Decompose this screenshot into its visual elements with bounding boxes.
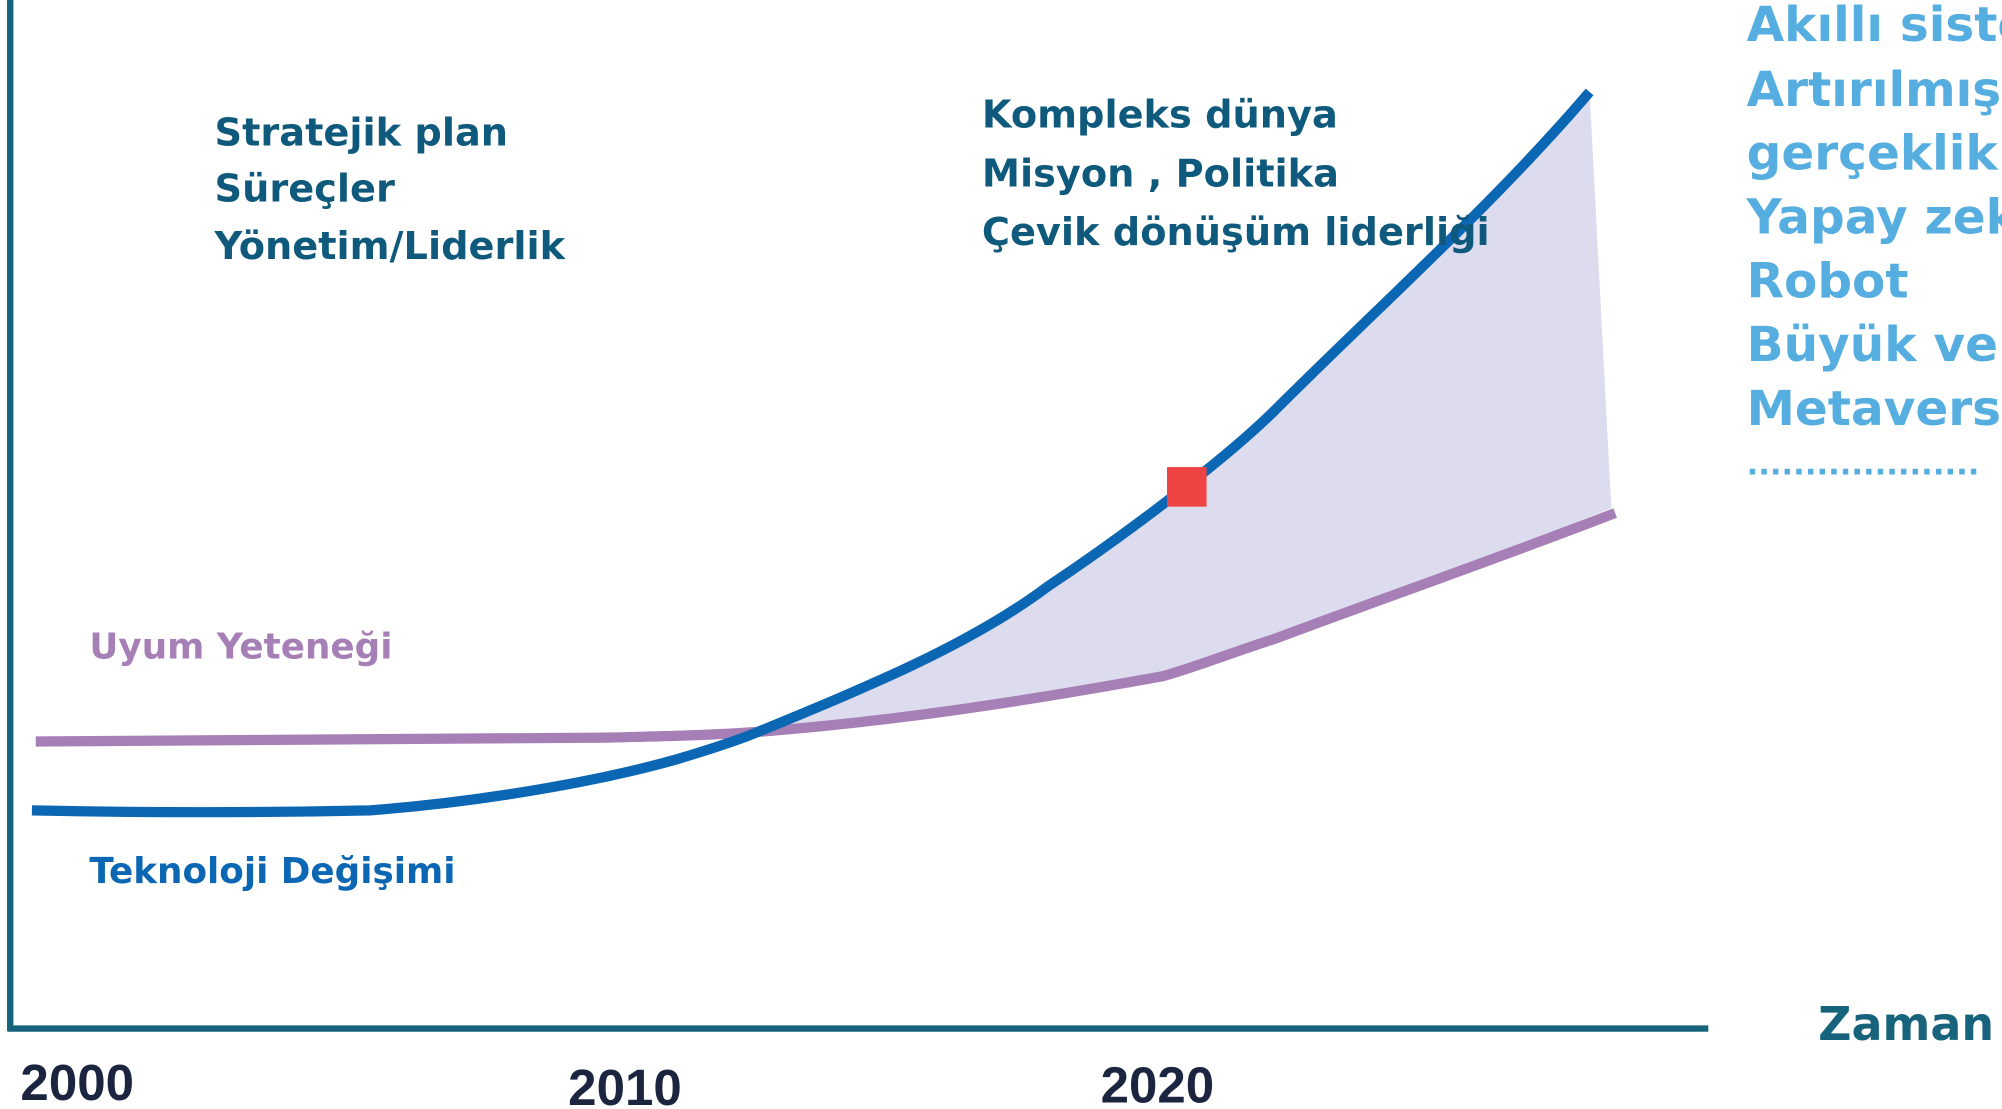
left-line: Süreçler xyxy=(215,167,395,212)
technology-label: Teknoloji Değişimi xyxy=(89,851,455,892)
right-line: gerçeklik xyxy=(1747,126,2000,182)
middle-line: Misyon , Politika xyxy=(982,151,1339,196)
year-label: 2020 xyxy=(1101,1057,1215,1109)
right-line: Akıllı siste xyxy=(1747,0,2002,53)
right-line: Metaverse xyxy=(1747,381,2002,437)
right-line: .................... xyxy=(1747,448,1980,483)
middle-line: Çevik dönüşüm liderliği xyxy=(982,210,1490,255)
adaptation-label: Uyum Yeteneği xyxy=(89,627,392,668)
right-line: Yapay zeka xyxy=(1746,190,2002,246)
marker xyxy=(1166,467,1207,507)
x-axis-label: Zaman xyxy=(1818,997,1994,1051)
left-line: Stratejik plan xyxy=(215,110,509,155)
left-line: Yönetim/Liderlik xyxy=(213,224,566,269)
year-label: 2000 xyxy=(20,1054,134,1109)
right-line: Büyük veri xyxy=(1747,317,2002,373)
right-line: Artırılmış xyxy=(1747,62,2002,118)
adaptation-curve xyxy=(35,508,1617,747)
year-label: 2010 xyxy=(568,1059,682,1109)
middle-line: Kompleks dünya xyxy=(982,93,1338,138)
technology-curve xyxy=(31,88,1594,818)
right-line: Robot xyxy=(1747,253,1909,309)
gap-area xyxy=(753,91,1612,734)
